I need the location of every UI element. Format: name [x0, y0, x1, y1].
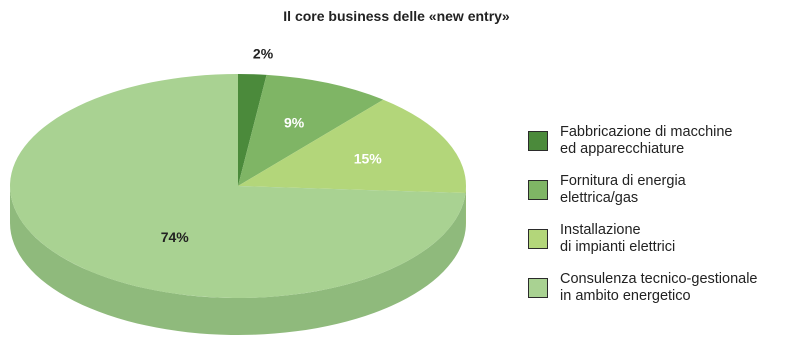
legend-label-0: Fabbricazione di macchine ed apparecchia…	[560, 124, 733, 157]
legend-item-3: Consulenza tecnico-gestionale in ambito …	[528, 271, 790, 320]
slice-label-3: 74%	[161, 229, 190, 245]
legend-item-2: Installazione di impianti elettrici	[528, 222, 790, 271]
legend-item-1: Fornitura di energia elettrica/gas	[528, 173, 790, 222]
legend-swatch-3	[528, 278, 548, 298]
pie-labels: 2% 9% 15% 74%	[161, 46, 383, 245]
legend: Fabbricazione di macchine ed apparecchia…	[528, 124, 790, 320]
legend-swatch-1	[528, 180, 548, 200]
legend-item-0: Fabbricazione di macchine ed apparecchia…	[528, 124, 790, 173]
slice-label-1: 9%	[284, 114, 305, 130]
chart-title: Il core business delle «new entry»	[283, 8, 510, 24]
legend-swatch-0	[528, 131, 548, 151]
legend-label-1: Fornitura di energia elettrica/gas	[560, 173, 686, 206]
pie-tops	[9, 73, 466, 298]
pie-sides	[10, 186, 466, 335]
slice-label-0: 2%	[253, 46, 274, 62]
legend-swatch-2	[528, 229, 548, 249]
pie-slice-3	[9, 74, 466, 298]
legend-label-3: Consulenza tecnico-gestionale in ambito …	[560, 271, 758, 304]
slice-label-2: 15%	[354, 150, 383, 166]
legend-label-2: Installazione di impianti elettrici	[560, 222, 676, 255]
pie-slice-2	[238, 99, 466, 194]
pie-slice-0	[238, 73, 267, 186]
pie-side-3	[10, 186, 466, 335]
pie-slice-1	[238, 74, 384, 186]
